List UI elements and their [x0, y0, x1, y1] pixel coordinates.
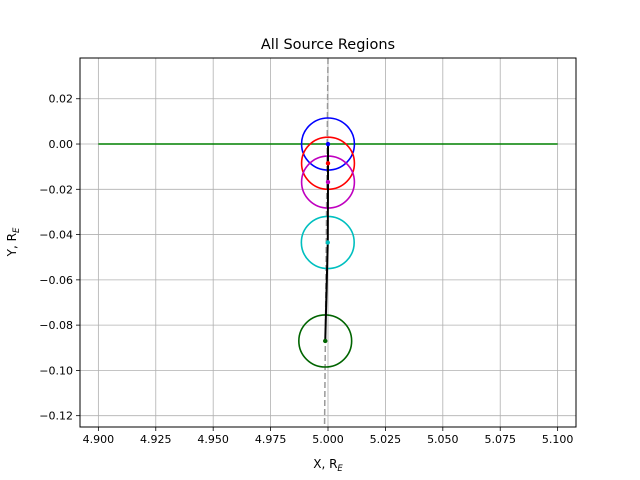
- x-tick-label: 5.100: [542, 433, 574, 446]
- y-tick-label: −0.02: [39, 183, 73, 196]
- y-axis-label: Y, RE: [5, 227, 22, 257]
- chart-title: All Source Regions: [261, 37, 395, 53]
- x-axis-label-subscript: E: [337, 464, 343, 474]
- y-tick-label: −0.06: [39, 274, 73, 287]
- x-tick-label: 4.900: [83, 433, 115, 446]
- y-tick-label: 0.00: [49, 138, 74, 151]
- y-tick-label: −0.08: [39, 319, 73, 332]
- x-axis-label: X, RE: [313, 457, 343, 474]
- plot-area: [98, 58, 558, 427]
- x-tick-label: 5.050: [427, 433, 459, 446]
- x-tick-label: 4.950: [197, 433, 229, 446]
- x-tick-label: 5.075: [484, 433, 516, 446]
- y-tick-label: −0.12: [39, 410, 73, 423]
- y-axis-label-text: Y, R: [5, 233, 19, 257]
- y-axis: 0.02 0.00 −0.02 −0.04 −0.06 −0.08 −0.10 −0.12: [39, 93, 80, 423]
- x-tick-label: 4.975: [255, 433, 287, 446]
- source-center-point-3: [325, 179, 331, 185]
- y-axis-label-subscript: E: [12, 227, 22, 233]
- y-tick-label: −0.04: [39, 229, 73, 242]
- x-tick-label: 5.000: [312, 433, 344, 446]
- source-center-point-5: [323, 338, 328, 344]
- source-center-point-1: [325, 141, 331, 147]
- x-axis: 4.900 4.925 4.950 4.975 5.000 5.025 5.050 5.075…: [83, 427, 574, 446]
- x-tick-label: 4.925: [140, 433, 172, 446]
- source-center-point-2: [325, 161, 331, 166]
- y-tick-label: −0.10: [39, 364, 73, 377]
- source-center-point-4: [325, 240, 330, 245]
- x-tick-label: 5.025: [370, 433, 402, 446]
- x-axis-label-text: X, R: [313, 457, 337, 471]
- y-tick-label: 0.02: [49, 93, 74, 106]
